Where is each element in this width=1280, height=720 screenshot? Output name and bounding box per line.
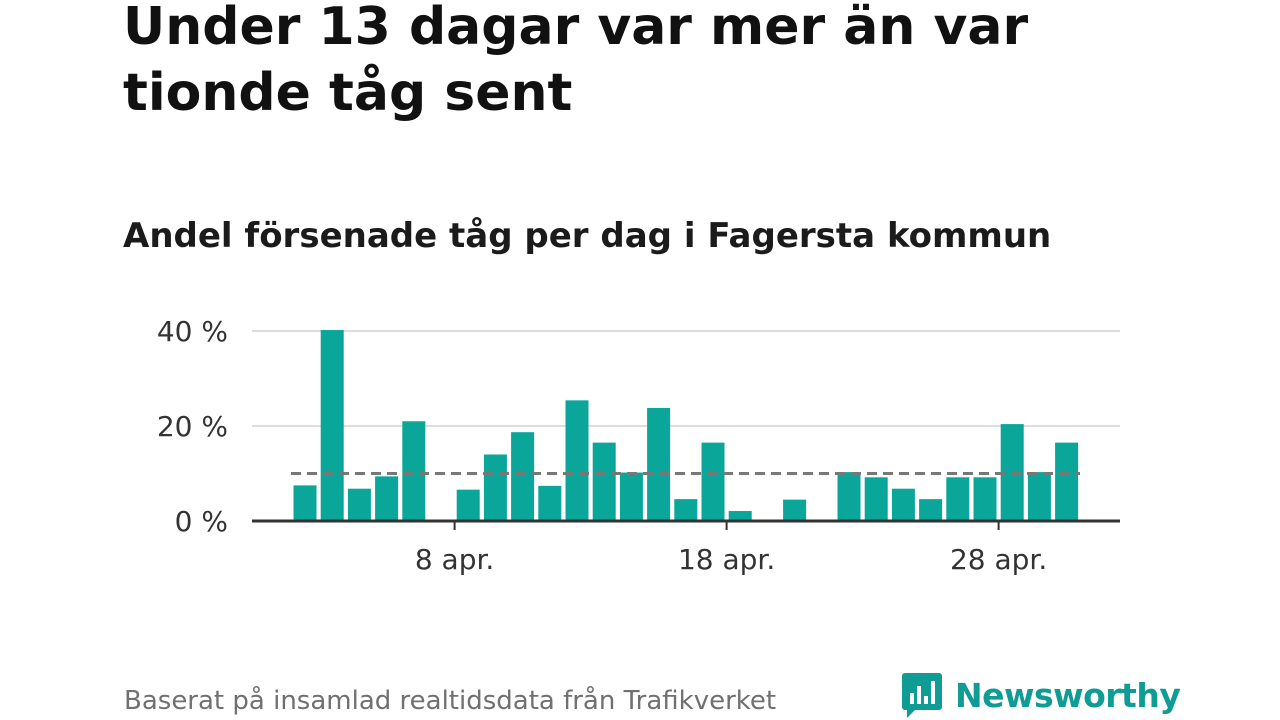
bar [973,477,997,521]
bar [864,477,888,521]
bar [511,432,535,521]
bar [647,407,671,521]
bar [891,488,915,521]
bar [592,442,616,521]
newsworthy-logo-icon [902,673,942,718]
bar [375,476,399,521]
bar [293,485,317,521]
bar [783,499,807,521]
bar [728,511,752,521]
bar [674,499,698,521]
bar [347,488,371,521]
gridlines [252,330,1120,427]
bar [1027,472,1051,521]
bar [837,472,861,521]
bar [402,421,426,521]
source-note: Baserat på insamlad realtidsdata från Tr… [124,686,777,716]
bar [320,330,344,521]
bars [293,330,1079,521]
x-axis [252,519,1120,530]
bar [538,485,562,521]
newsworthy-logo: Newsworthy [901,670,1181,720]
bar [919,499,943,521]
x-tick-label: 18 apr. [678,543,775,576]
chart-title: Under 13 dagar var mer än var tionde tåg… [123,0,1029,123]
newsworthy-logo-text: Newsworthy [955,675,1181,715]
x-tick-label: 28 apr. [950,543,1047,576]
bar [483,454,507,521]
x-axis-tick-labels: 8 apr. 18 apr. 28 apr. [415,543,1047,576]
bar [1055,442,1079,521]
chart-subtitle: Andel försenade tåg per dag i Fagersta k… [123,216,1052,256]
bar [701,442,725,521]
bar [456,489,480,521]
y-tick-label: 40 % [157,315,228,348]
y-tick-label: 20 % [157,410,228,443]
bar [946,477,970,521]
x-tick-label: 8 apr. [415,543,495,576]
y-axis-tick-labels: 0 % 20 % 40 % [157,315,228,538]
bar-chart: 0 % 20 % 40 % 8 apr. 18 apr. 28 apr. [157,315,1120,576]
bar [565,400,589,521]
y-tick-label: 0 % [175,505,228,538]
bar [619,472,643,521]
